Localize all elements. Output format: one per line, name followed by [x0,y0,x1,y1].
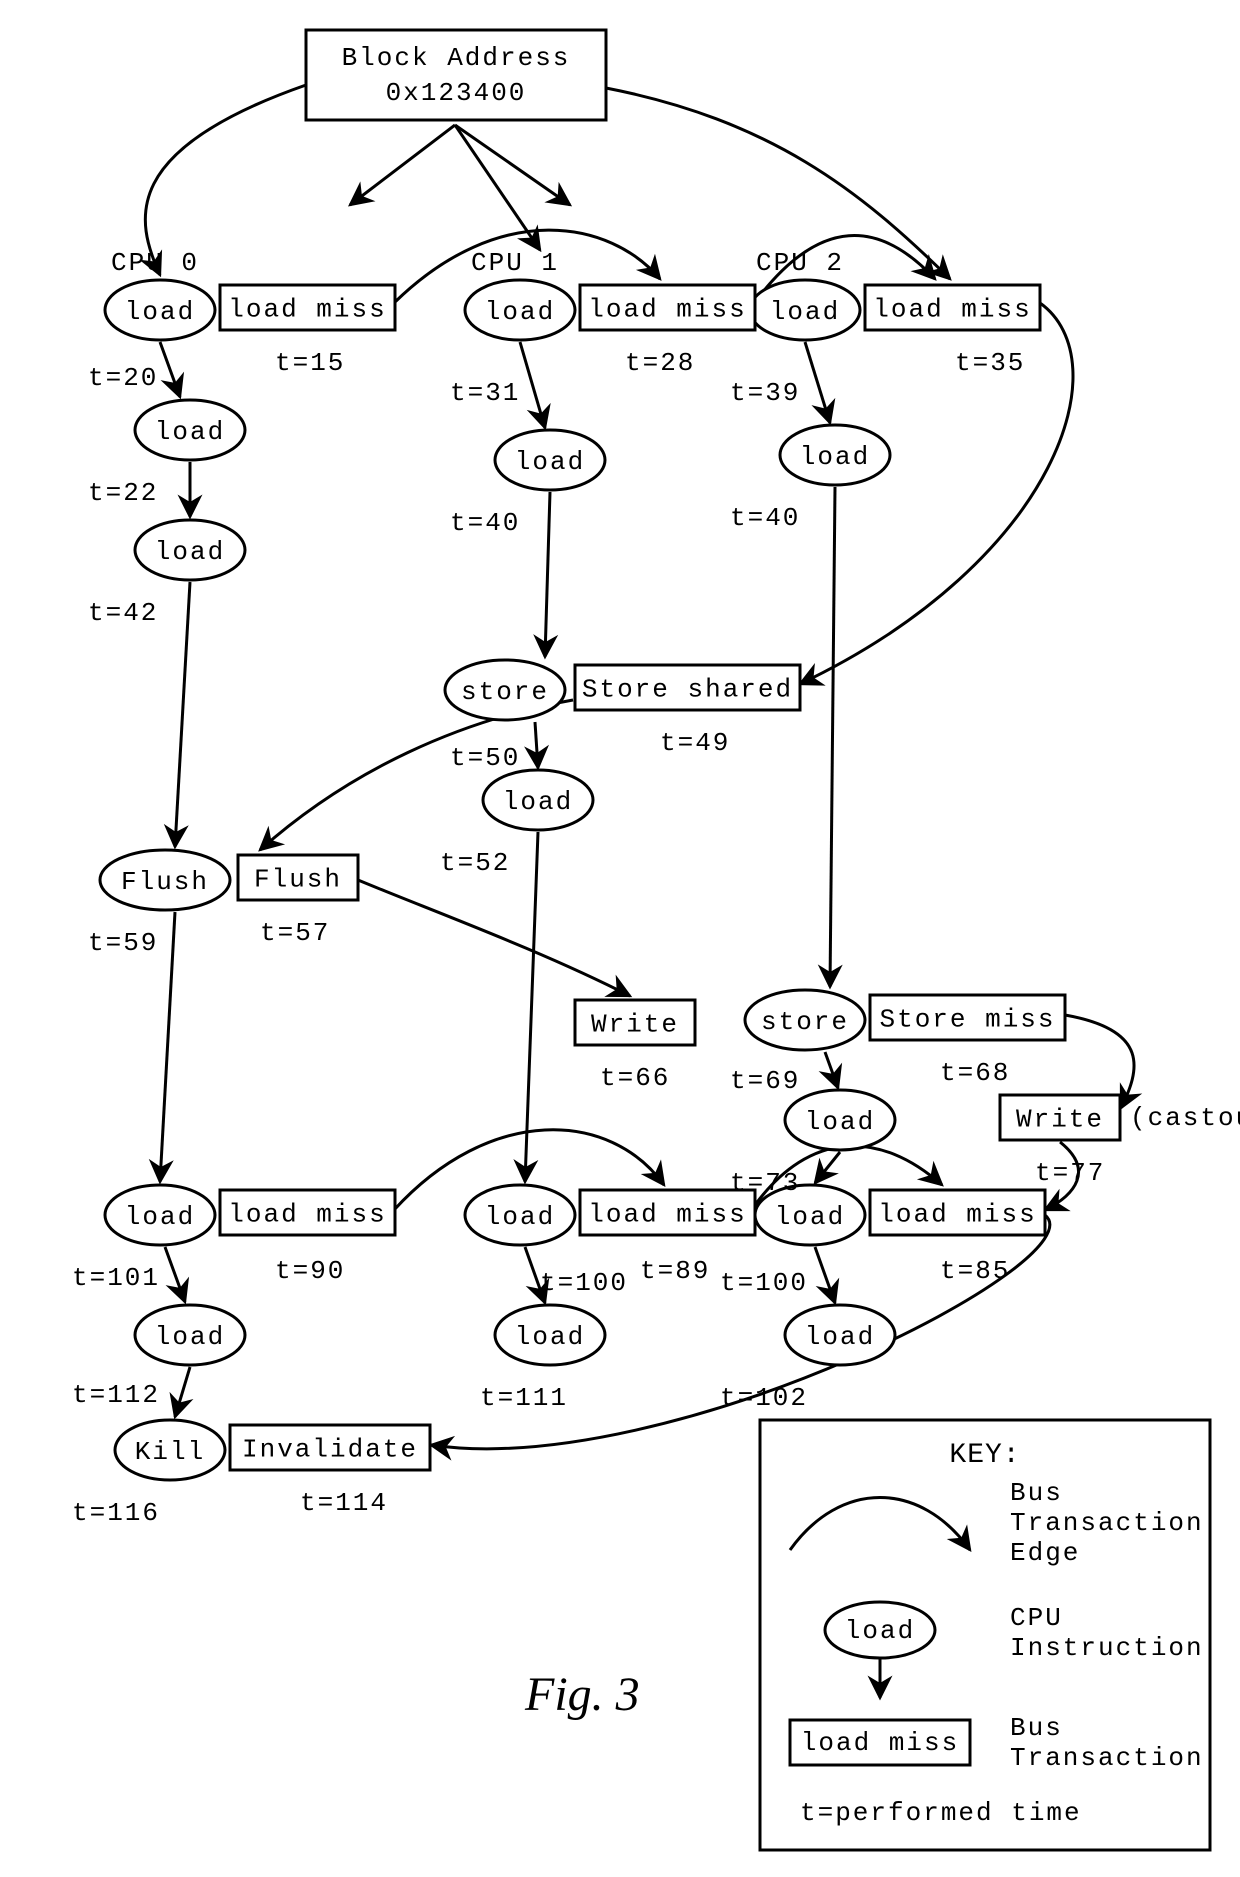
text-label: t=85 [940,1256,1010,1286]
text-label: store [461,677,549,707]
time-label: t=22 [88,478,158,508]
text-label: load [155,537,225,567]
cpu-label: CPU 1 [471,248,559,278]
text-label: Flush [121,867,209,897]
time-label: t=20 [88,363,158,393]
text-label: load [125,297,195,327]
time-label: t=69 [730,1066,800,1096]
time-label: t=100 [540,1268,628,1298]
text-label: load miss [873,295,1031,325]
text-label: load miss [588,1200,746,1230]
text-label: Bus [1010,1713,1063,1743]
time-label: t=40 [730,503,800,533]
text-label: t=15 [275,348,345,378]
text-label: t=57 [260,918,330,948]
text-label: load miss [228,295,386,325]
time-label: t=102 [720,1383,808,1413]
text-label: load [775,1202,845,1232]
time-label: t=100 [720,1268,808,1298]
text-label: Flush [254,865,342,895]
text-label: load miss [878,1200,1036,1230]
cpu-label: CPU 0 [111,248,199,278]
text-label: t=49 [660,728,730,758]
time-label: t=40 [450,508,520,538]
text-label: t=performed time [800,1798,1082,1828]
text-label: load [125,1202,195,1232]
text-label: store [761,1007,849,1037]
text-label: load miss [801,1728,959,1758]
text-label: load [770,297,840,327]
figure-label: Fig. 3 [524,1668,640,1721]
time-label: t=112 [72,1380,160,1410]
text-label: Invalidate [242,1435,418,1465]
text-label: t=66 [600,1063,670,1093]
time-label: t=101 [72,1263,160,1293]
time-label: t=42 [88,598,158,628]
text-label: t=35 [955,348,1025,378]
text-label: t=90 [275,1256,345,1286]
text-label: CPU [1010,1603,1063,1633]
text-label: t=28 [625,348,695,378]
text-label: load miss [228,1200,386,1230]
text-label: load miss [588,295,746,325]
text-label: t=68 [940,1058,1010,1088]
time-label: t=52 [440,848,510,878]
text-label: Write [1016,1105,1104,1135]
text-label: load [503,787,573,817]
text-label: Transaction [1010,1743,1204,1773]
text-label: Edge [1010,1538,1080,1568]
time-label: t=59 [88,928,158,958]
text-label: Store miss [879,1005,1055,1035]
text-label: 0x123400 [386,78,527,108]
time-label: t=39 [730,378,800,408]
text-label: load [485,1202,555,1232]
text-label: load [845,1616,915,1646]
text-label: Transaction [1010,1508,1204,1538]
text-label: Store shared [582,675,793,705]
text-label: load [515,447,585,477]
text-label: load [485,297,555,327]
text-label: Instruction [1010,1633,1204,1663]
text-label: t=77 [1035,1158,1105,1188]
text-label: load [800,442,870,472]
text-label: load [155,1322,225,1352]
time-label: t=73 [730,1168,800,1198]
text-label: Block Address [342,43,571,73]
text-label: Kill [135,1437,205,1467]
text-label: load [805,1322,875,1352]
legend-title: KEY: [949,1440,1020,1471]
text-label: Bus [1010,1478,1063,1508]
text-label: load [515,1322,585,1352]
time-label: t=111 [480,1383,568,1413]
text-label: t=89 [640,1256,710,1286]
text-label: Write [591,1010,679,1040]
text-label: t=114 [300,1488,388,1518]
time-label: t=50 [450,743,520,773]
time-label: t=116 [72,1498,160,1528]
text-label: (castout) [1130,1103,1240,1133]
time-label: t=31 [450,378,520,408]
text-label: load [155,417,225,447]
cpu-label: CPU 2 [756,248,844,278]
text-label: load [805,1107,875,1137]
